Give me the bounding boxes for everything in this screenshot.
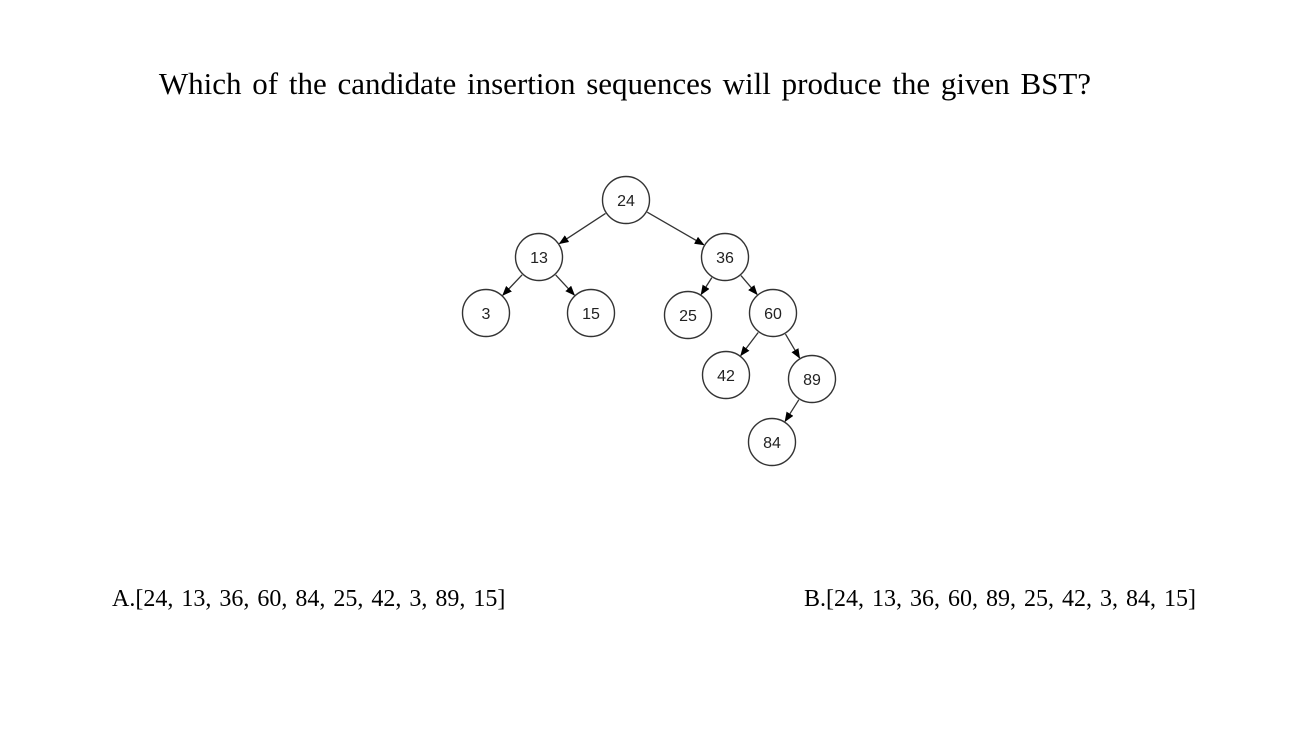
tree-node: 60 <box>748 288 798 338</box>
node-circle <box>461 288 511 338</box>
tree-node: 24 <box>601 175 651 225</box>
node-circle <box>748 288 798 338</box>
node-circle <box>787 354 837 404</box>
node-circle <box>700 232 750 282</box>
node-label: 60 <box>764 306 782 323</box>
tree-node: 84 <box>747 417 797 467</box>
edge-arrow <box>740 332 759 357</box>
question-text: Which of the candidate insertion sequenc… <box>158 66 1092 101</box>
tree-node: 89 <box>787 354 837 404</box>
node-label: 15 <box>582 306 600 323</box>
edge-arrow <box>784 333 801 359</box>
node-label: 13 <box>530 250 548 267</box>
tree-node: 25 <box>663 290 713 340</box>
node-label: 3 <box>482 306 491 323</box>
option-b[interactable]: B.[24, 13, 36, 60, 89, 25, 42, 3, 84, 15… <box>804 586 1196 612</box>
node-label: 84 <box>763 435 781 452</box>
node-label: 89 <box>803 372 821 389</box>
edge-arrow <box>646 211 705 246</box>
tree-node: 42 <box>701 350 751 400</box>
tree-node: 13 <box>514 232 564 282</box>
edge-arrow <box>784 399 800 423</box>
node-circle <box>566 288 616 338</box>
option-a[interactable]: A.[24, 13, 36, 60, 84, 25, 42, 3, 89, 15… <box>112 586 506 612</box>
node-circle <box>663 290 713 340</box>
tree-node: 15 <box>566 288 616 338</box>
node-label: 36 <box>716 250 734 267</box>
node-circle <box>601 175 651 225</box>
edge-arrow <box>558 212 606 245</box>
node-label: 24 <box>617 193 635 210</box>
node-label: 25 <box>679 308 697 325</box>
node-circle <box>701 350 751 400</box>
node-label: 42 <box>717 368 735 385</box>
tree-node: 3 <box>461 288 511 338</box>
node-circle <box>747 417 797 467</box>
edge-arrow <box>700 277 713 296</box>
edge-arrow <box>555 274 576 296</box>
edge-arrow <box>502 274 523 296</box>
node-circle <box>514 232 564 282</box>
edge-arrow <box>740 275 758 296</box>
tree-node: 36 <box>700 232 750 282</box>
